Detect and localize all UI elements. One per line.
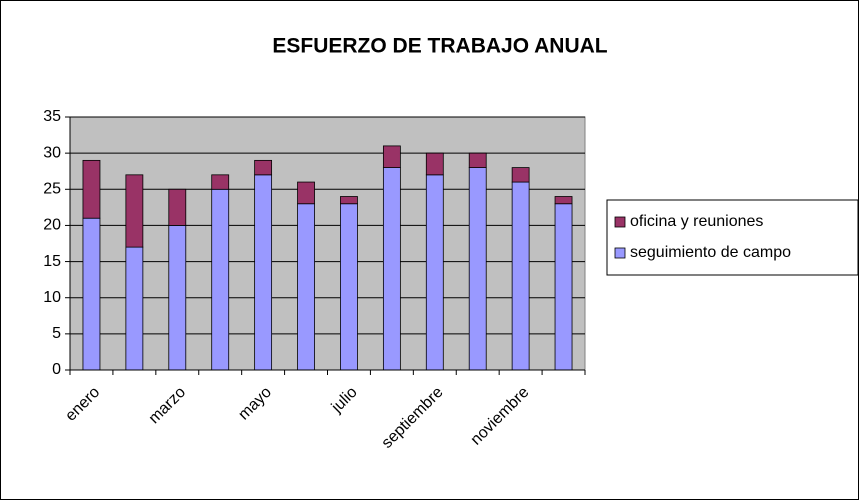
bar-segment [425,174,444,371]
bar-segment [468,167,487,371]
y-tick-label: 15 [43,253,61,270]
legend-label: seguimiento de campo [630,244,791,261]
bar-segment [382,167,401,371]
bar-segment [125,246,144,371]
y-tick-label: 20 [43,217,61,234]
bar-segment [511,181,530,371]
bar-segment [168,188,187,226]
plot-area [69,116,586,371]
y-tick-label: 0 [52,361,61,378]
bar-segment [297,181,315,205]
bar-segment [168,225,187,371]
bar-segment [340,203,358,371]
y-tick-label: 30 [43,144,61,161]
bar-segment [211,174,230,190]
chart-title: ESFUERZO DE TRABAJO ANUAL [272,35,607,58]
legend-box [606,199,859,276]
bar-segment [382,145,401,169]
bar-segment [554,203,573,371]
legend-swatch [614,216,626,228]
bar-segment [297,203,315,371]
bar-segment [125,174,144,248]
bar-segment [340,196,358,205]
legend-label: oficina y reuniones [630,213,763,230]
bar-segment [554,196,573,205]
bar-segment [511,167,530,183]
y-tick-label: 10 [43,289,61,306]
y-tick-label: 5 [52,325,61,342]
bar-segment [82,217,101,371]
y-tick-label: 35 [43,108,61,125]
bar-segment [211,188,230,371]
bar-segment [425,152,444,176]
bar-segment [82,159,101,219]
bar-segment [254,174,273,371]
bar-segment [468,152,487,168]
y-tick-label: 25 [43,181,61,198]
bar-segment [254,159,273,176]
legend-swatch [614,247,626,259]
